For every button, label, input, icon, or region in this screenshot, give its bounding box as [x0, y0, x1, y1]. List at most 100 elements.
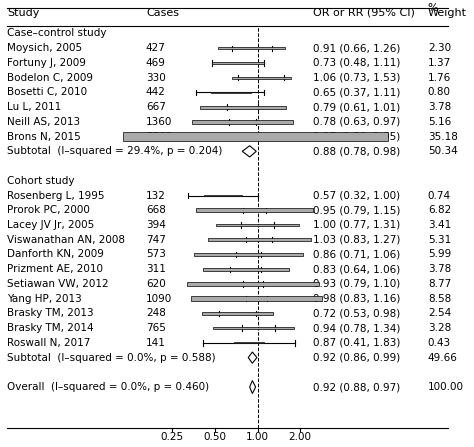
Text: 49.66: 49.66 [428, 353, 458, 363]
Text: Prizment AE, 2010: Prizment AE, 2010 [7, 264, 103, 274]
Text: 394: 394 [146, 220, 166, 230]
Polygon shape [248, 352, 257, 363]
Text: Rosenberg L, 1995: Rosenberg L, 1995 [7, 190, 105, 201]
Text: 141: 141 [146, 338, 166, 348]
Text: Lacey JV Jr, 2005: Lacey JV Jr, 2005 [7, 220, 94, 230]
Text: 1.03 (0.83, 1.27): 1.03 (0.83, 1.27) [313, 235, 401, 245]
Text: 3.78: 3.78 [428, 264, 451, 274]
Text: Brasky TM, 2014: Brasky TM, 2014 [7, 323, 94, 333]
Text: 427: 427 [146, 43, 166, 53]
Text: 330: 330 [146, 73, 166, 83]
Text: Bodelon C, 2009: Bodelon C, 2009 [7, 73, 93, 83]
Text: Weight: Weight [428, 8, 467, 18]
Text: 0.87 (0.41, 1.83): 0.87 (0.41, 1.83) [313, 338, 401, 348]
Text: 248: 248 [146, 308, 166, 318]
Text: 2.54: 2.54 [428, 308, 451, 318]
Bar [124, 132, 388, 141]
Bar [191, 120, 293, 123]
Bar [211, 92, 251, 93]
Bar [218, 47, 285, 49]
Text: 3.78: 3.78 [428, 102, 451, 112]
Text: Roswall N, 2017: Roswall N, 2017 [7, 338, 91, 348]
Text: Subtotal  (I–squared = 29.4%, p = 0.204): Subtotal (I–squared = 29.4%, p = 0.204) [7, 146, 223, 156]
Text: Case–control study: Case–control study [7, 29, 107, 38]
Text: Subtotal  (I–squared = 0.0%, p = 0.588): Subtotal (I–squared = 0.0%, p = 0.588) [7, 353, 216, 363]
Text: 35.18: 35.18 [428, 131, 458, 142]
Text: 0.78 (0.63, 0.97): 0.78 (0.63, 0.97) [313, 117, 401, 127]
Text: 50.34: 50.34 [428, 146, 457, 156]
Text: 3.41: 3.41 [428, 220, 451, 230]
Bar [204, 195, 242, 196]
Text: 132: 132 [146, 190, 166, 201]
Bar [213, 327, 294, 329]
Text: 1.76: 1.76 [428, 73, 451, 83]
Text: Lu L, 2011: Lu L, 2011 [7, 102, 62, 112]
Text: 765: 765 [146, 323, 166, 333]
Text: 6.82: 6.82 [428, 205, 451, 215]
Text: 2.00: 2.00 [289, 432, 311, 442]
Text: OR or RR (95% CI): OR or RR (95% CI) [313, 8, 415, 18]
Text: 2.30: 2.30 [428, 43, 451, 53]
Text: 0.72 (0.53, 0.98): 0.72 (0.53, 0.98) [313, 308, 401, 318]
Bar [231, 77, 291, 79]
Text: 667: 667 [146, 102, 166, 112]
Text: 0.83 (0.64, 1.06): 0.83 (0.64, 1.06) [313, 264, 401, 274]
Text: Fortuny J, 2009: Fortuny J, 2009 [7, 58, 86, 68]
Text: 8.77: 8.77 [428, 279, 451, 289]
Text: 0.43: 0.43 [428, 338, 451, 348]
Text: 5.16: 5.16 [428, 117, 451, 127]
Bar [200, 105, 286, 109]
Text: 0.73 (0.48, 1.11): 0.73 (0.48, 1.11) [313, 58, 401, 68]
Text: 668: 668 [146, 205, 166, 215]
Bar [194, 253, 303, 256]
Text: Yang HP, 2013: Yang HP, 2013 [7, 294, 82, 304]
Text: 3.28: 3.28 [428, 323, 451, 333]
Text: Cases: Cases [146, 8, 179, 18]
Text: 0.74: 0.74 [428, 190, 451, 201]
Bar [203, 268, 289, 270]
Text: Brasky TM, 2013: Brasky TM, 2013 [7, 308, 94, 318]
Text: 1.06 (0.73, 1.53): 1.06 (0.73, 1.53) [313, 73, 401, 83]
Bar [216, 224, 299, 226]
Text: 747: 747 [146, 235, 166, 245]
Text: 1090: 1090 [146, 294, 172, 304]
Text: Cohort study: Cohort study [7, 176, 75, 186]
Text: 311: 311 [146, 264, 166, 274]
Text: 0.57 (0.32, 1.00): 0.57 (0.32, 1.00) [313, 190, 401, 201]
Text: 0.79 (0.61, 1.01): 0.79 (0.61, 1.01) [313, 102, 401, 112]
Bar [212, 62, 264, 64]
Text: 1.00: 1.00 [246, 432, 269, 442]
Text: Neill AS, 2013: Neill AS, 2013 [7, 117, 80, 127]
Text: 0.86 (0.71, 1.06): 0.86 (0.71, 1.06) [313, 249, 401, 259]
Polygon shape [250, 380, 255, 393]
Text: Moysich, 2005: Moysich, 2005 [7, 43, 82, 53]
Text: Brons N, 2015: Brons N, 2015 [7, 131, 81, 142]
Text: 0.93 (0.79, 1.10): 0.93 (0.79, 1.10) [313, 279, 401, 289]
Text: 442: 442 [146, 88, 166, 97]
Text: Setiawan VW, 2012: Setiawan VW, 2012 [7, 279, 109, 289]
Text: Bosetti C, 2010: Bosetti C, 2010 [7, 88, 87, 97]
Bar [187, 282, 319, 286]
Text: 0.92 (0.88, 0.97): 0.92 (0.88, 0.97) [313, 382, 401, 392]
Text: 0.91 (0.66, 1.26): 0.91 (0.66, 1.26) [313, 43, 401, 53]
Text: Viswanathan AN, 2008: Viswanathan AN, 2008 [7, 235, 125, 245]
Text: 1.37: 1.37 [428, 58, 451, 68]
Text: 5.31: 5.31 [428, 235, 451, 245]
Text: 620: 620 [146, 279, 166, 289]
Text: %: % [428, 3, 438, 13]
Text: 5382: 5382 [146, 131, 173, 142]
Text: 0.98 (0.83, 1.16): 0.98 (0.83, 1.16) [313, 294, 401, 304]
Text: 0.80: 0.80 [428, 88, 451, 97]
Bar [234, 342, 264, 343]
Polygon shape [242, 146, 256, 157]
Text: 0.95 (0.79, 1.15): 0.95 (0.79, 1.15) [313, 205, 401, 215]
Text: Danforth KN, 2009: Danforth KN, 2009 [7, 249, 104, 259]
Text: 0.50: 0.50 [203, 432, 227, 442]
Bar [202, 312, 273, 315]
Text: 0.94 (0.78, 1.34): 0.94 (0.78, 1.34) [313, 323, 401, 333]
Text: 469: 469 [146, 58, 166, 68]
Text: 8.58: 8.58 [428, 294, 451, 304]
Text: 573: 573 [146, 249, 166, 259]
Bar [208, 238, 310, 241]
Bar [191, 296, 321, 301]
